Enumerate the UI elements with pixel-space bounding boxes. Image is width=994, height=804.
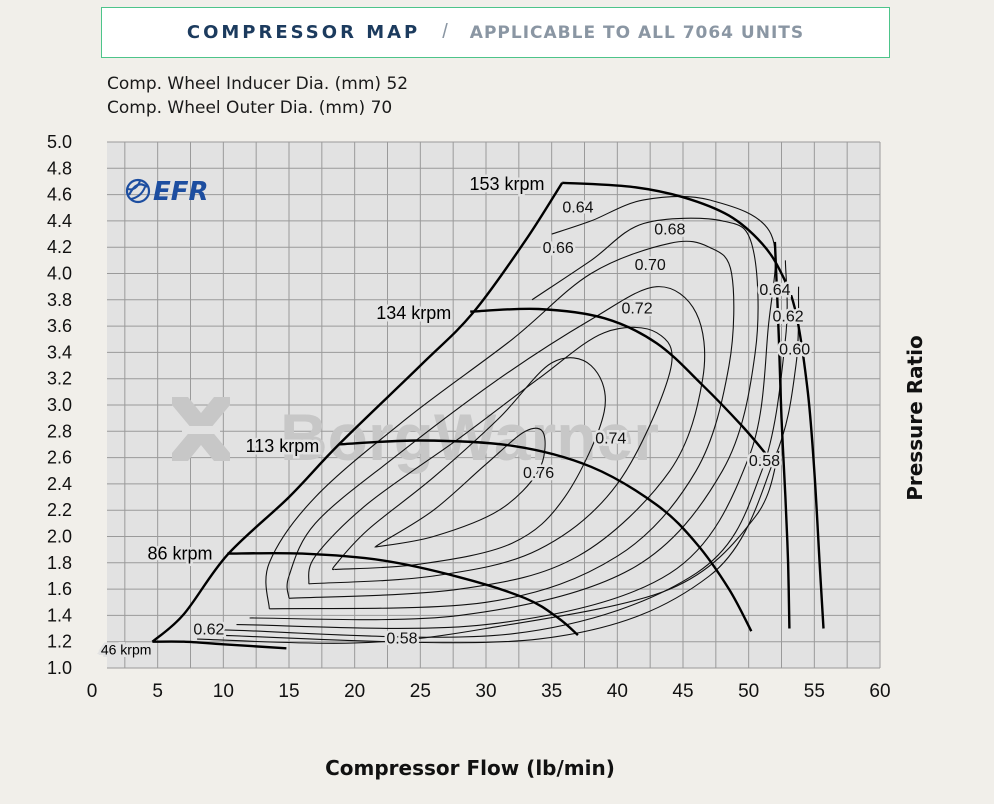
- efficiency-label: 0.66: [543, 240, 574, 257]
- title-separator: /: [442, 21, 448, 43]
- efficiency-label: 0.70: [635, 257, 666, 274]
- y-tick-label: 1.2: [47, 632, 72, 652]
- y-tick-label: 2.8: [47, 421, 72, 441]
- efficiency-contour-0.66: [249, 217, 759, 621]
- outer-value: 70: [370, 98, 393, 118]
- efficiency-label: 0.72: [621, 301, 652, 318]
- y-tick-label: 4.6: [47, 185, 72, 205]
- efficiency-contour-0.58: [197, 450, 780, 644]
- x-axis-label: Compressor Flow (lb/min): [325, 756, 615, 780]
- efr-logo: EFR: [125, 177, 209, 207]
- y-tick-label: 4.4: [47, 211, 72, 231]
- efficiency-label: 0.64: [562, 199, 593, 216]
- speed-label: 46 krpm: [101, 642, 152, 658]
- x-tick-label: 15: [278, 681, 299, 702]
- y-tick-label: 2.6: [47, 448, 72, 468]
- x-tick-label: 35: [541, 681, 562, 702]
- efficiency-contour-0.68: [265, 240, 735, 610]
- x-tick-label: 5: [152, 681, 163, 702]
- speed-line-134-krpm: [470, 307, 767, 455]
- y-tick-label: 3.2: [47, 369, 72, 389]
- outer-label: Comp. Wheel Outer Dia. (mm): [107, 98, 366, 118]
- efficiency-contour-0.74: [332, 357, 606, 571]
- y-tick-label: 1.4: [47, 605, 72, 625]
- inducer-label: Comp. Wheel Inducer Dia. (mm): [107, 74, 382, 94]
- x-tick-label: 25: [410, 681, 431, 702]
- efficiency-islands: [197, 195, 800, 644]
- watermark-bar: [182, 426, 220, 434]
- choke-line: [773, 241, 791, 629]
- y-tick-label: 4.2: [47, 237, 72, 257]
- efficiency-contour-0.76: [374, 427, 546, 548]
- speed-line-46-krpm: [152, 640, 287, 650]
- x-tick-label: 40: [607, 681, 628, 702]
- efficiency-label: 0.74: [595, 431, 626, 448]
- efficiency-contour-0.60: [210, 286, 800, 644]
- efr-swirl-arc: [127, 180, 141, 191]
- efficiency-contour-0.64: [236, 195, 777, 629]
- y-tick-label: 3.6: [47, 316, 72, 336]
- borgwarner-watermark: BorgWarner: [172, 397, 659, 474]
- y-axis-label: Pressure Ratio: [903, 335, 927, 501]
- y-tick-label: 2.0: [47, 527, 72, 547]
- inducer-value: 52: [386, 74, 409, 94]
- efr-swirl-ring: [125, 178, 151, 204]
- efficiency-label: 0.76: [523, 465, 554, 482]
- efr-logo-text: EFR: [153, 177, 209, 207]
- y-tick-label: 1.0: [47, 658, 72, 678]
- y-tick-label: 3.0: [47, 395, 72, 415]
- inducer-spec: Comp. Wheel Inducer Dia. (mm) 52: [107, 74, 408, 94]
- speed-label: 113 krpm: [246, 436, 320, 456]
- efficiency-contour-0.70: [286, 286, 706, 599]
- efficiency-contour-0.62: [223, 260, 788, 638]
- y-tick-label: 5.0: [47, 132, 72, 152]
- x-tick-label: 30: [475, 681, 496, 702]
- speed-line-153-krpm: [562, 181, 825, 629]
- efr-swirl-icon: [125, 178, 151, 204]
- y-tick-label: 3.4: [47, 342, 72, 362]
- x-tick-label: 0: [87, 681, 98, 702]
- efficiency-label: 0.60: [779, 341, 810, 358]
- y-tick-label: 2.2: [47, 500, 72, 520]
- x-tick-label: 55: [804, 681, 825, 702]
- y-tick-label: 4.8: [47, 158, 72, 178]
- x-tick-label: 45: [672, 681, 693, 702]
- speed-lines: [151, 181, 825, 650]
- speed-label: 134 krpm: [376, 303, 451, 323]
- efficiency-contour-0.72: [308, 326, 673, 585]
- efr-swirl-arc: [130, 186, 146, 200]
- title-banner: COMPRESSOR MAP / APPLICABLE TO ALL 7064 …: [101, 7, 890, 58]
- x-tick-label: 50: [738, 681, 759, 702]
- efficiency-label: 0.62: [772, 308, 803, 325]
- speed-label: 86 krpm: [147, 544, 212, 564]
- efficiency-label: 0.62: [193, 621, 224, 638]
- axis-ticks: 0 5 10 15 20 25 30 35 40 45 50 55 60 1.0 1.2 1.4 1.6 1.8 2…: [47, 132, 891, 702]
- efficiency-label: 0.68: [654, 222, 685, 239]
- surge-line: [151, 182, 564, 643]
- y-tick-label: 3.8: [47, 290, 72, 310]
- chart-labels: 0.64 0.68 0.66 0.70 0.72 0.64 0.62 0.60 0.74 0.76…: [98, 172, 812, 661]
- grid: [107, 141, 881, 669]
- efficiency-label: 0.64: [759, 282, 790, 299]
- efficiency-label: 0.58: [749, 453, 780, 470]
- speed-line-86-krpm: [227, 551, 579, 637]
- y-tick-label: 1.8: [47, 553, 72, 573]
- page-subtitle: APPLICABLE TO ALL 7064 UNITS: [469, 22, 805, 43]
- x-tick-label: 10: [213, 681, 234, 702]
- page-title: COMPRESSOR MAP: [186, 22, 421, 43]
- speed-label: 153 krpm: [469, 174, 544, 194]
- borgwarner-logo-icon: [172, 397, 230, 461]
- x-tick-label: 20: [344, 681, 365, 702]
- efficiency-label: 0.58: [386, 631, 417, 648]
- outer-spec: Comp. Wheel Outer Dia. (mm) 70: [107, 98, 392, 118]
- y-tick-label: 4.0: [47, 264, 72, 284]
- speed-line-113-krpm: [338, 439, 753, 632]
- y-tick-label: 2.4: [47, 474, 72, 494]
- y-tick-label: 1.6: [47, 579, 72, 599]
- x-tick-label: 60: [869, 681, 890, 702]
